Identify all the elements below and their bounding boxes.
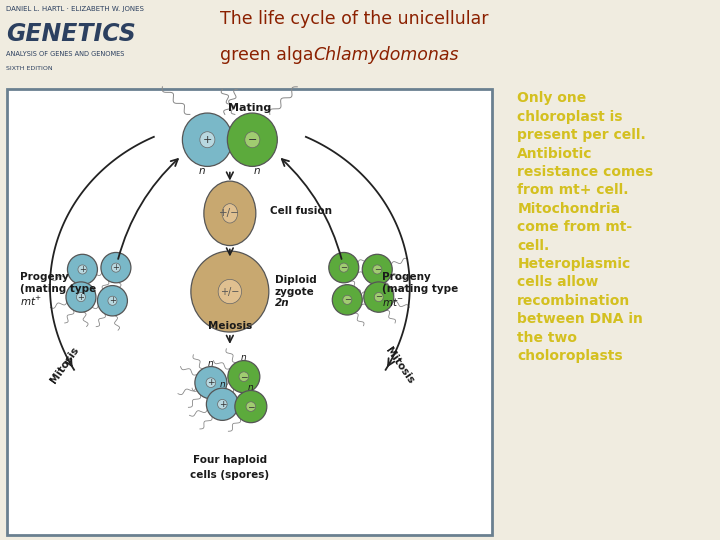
Text: Progeny: Progeny <box>382 272 431 282</box>
Text: Only one
chloroplast is
present per cell.
Antibiotic
resistance comes
from mt+ c: Only one chloroplast is present per cell… <box>517 91 654 363</box>
Ellipse shape <box>200 132 215 148</box>
Ellipse shape <box>329 252 359 283</box>
Text: −: − <box>341 263 347 272</box>
Ellipse shape <box>206 378 216 388</box>
Text: n: n <box>241 353 247 362</box>
Text: +: + <box>112 263 120 272</box>
Ellipse shape <box>245 132 260 148</box>
Text: Cell fusion: Cell fusion <box>270 206 332 216</box>
FancyBboxPatch shape <box>7 89 492 535</box>
Text: +/−: +/− <box>220 208 240 218</box>
Text: The life cycle of the unicellular: The life cycle of the unicellular <box>220 10 488 28</box>
Ellipse shape <box>68 254 97 285</box>
Text: +: + <box>219 400 226 409</box>
Ellipse shape <box>207 388 238 420</box>
Text: +/−: +/− <box>220 287 240 296</box>
Text: n: n <box>248 383 253 391</box>
Text: Diploid: Diploid <box>275 275 317 285</box>
Ellipse shape <box>218 279 241 303</box>
Ellipse shape <box>239 372 248 381</box>
Ellipse shape <box>66 282 96 312</box>
Ellipse shape <box>333 285 362 315</box>
Text: Progeny: Progeny <box>20 272 68 282</box>
Ellipse shape <box>97 286 127 316</box>
Text: +: + <box>78 293 84 301</box>
Ellipse shape <box>182 113 233 166</box>
Ellipse shape <box>78 265 87 274</box>
Text: n: n <box>254 166 261 176</box>
Ellipse shape <box>101 252 131 283</box>
Text: 2n: 2n <box>275 298 289 308</box>
Ellipse shape <box>374 293 383 302</box>
Text: −: − <box>248 135 257 145</box>
Text: Mitosis: Mitosis <box>49 345 81 386</box>
Text: +: + <box>79 265 86 274</box>
Text: +: + <box>202 135 212 145</box>
Text: (mating type: (mating type <box>382 284 459 294</box>
Ellipse shape <box>246 402 256 411</box>
Text: $mt^{+}$: $mt^{+}$ <box>20 295 42 308</box>
Text: green alga: green alga <box>220 46 319 64</box>
Text: DANIEL L. HARTL · ELIZABETH W. JONES: DANIEL L. HARTL · ELIZABETH W. JONES <box>6 5 143 11</box>
Text: Four haploid: Four haploid <box>193 455 267 465</box>
Ellipse shape <box>228 113 277 166</box>
Ellipse shape <box>362 254 392 285</box>
Ellipse shape <box>112 263 120 272</box>
Text: $mt^{-}$: $mt^{-}$ <box>382 296 405 308</box>
Text: −: − <box>343 295 351 305</box>
Ellipse shape <box>191 251 269 332</box>
Ellipse shape <box>364 282 394 312</box>
Ellipse shape <box>228 361 260 393</box>
Text: Mitosis: Mitosis <box>384 345 416 386</box>
Ellipse shape <box>373 265 382 274</box>
Text: Chlamydomonas: Chlamydomonas <box>313 46 459 64</box>
Text: ANALYSIS OF GENES AND GENOMES: ANALYSIS OF GENES AND GENOMES <box>6 51 124 57</box>
Ellipse shape <box>235 390 267 423</box>
Ellipse shape <box>339 263 348 272</box>
Text: GENETICS: GENETICS <box>6 22 135 46</box>
Ellipse shape <box>108 296 117 305</box>
Ellipse shape <box>217 400 227 409</box>
Text: (mating type: (mating type <box>20 284 96 294</box>
Text: −: − <box>375 293 382 301</box>
Text: Meiosis: Meiosis <box>208 321 252 330</box>
Ellipse shape <box>195 367 227 399</box>
Text: n: n <box>220 381 225 389</box>
Text: −: − <box>240 372 248 381</box>
Text: +: + <box>109 296 116 305</box>
Text: n: n <box>199 166 206 176</box>
Ellipse shape <box>204 181 256 246</box>
Text: cells (spores): cells (spores) <box>190 470 269 480</box>
Text: n: n <box>208 359 214 368</box>
Text: SIXTH EDITION: SIXTH EDITION <box>6 65 53 71</box>
Text: −: − <box>247 402 255 411</box>
Text: zygote: zygote <box>275 287 315 296</box>
Ellipse shape <box>222 204 238 223</box>
Text: Mating: Mating <box>228 103 271 113</box>
Text: −: − <box>374 265 381 274</box>
Ellipse shape <box>76 293 86 302</box>
Ellipse shape <box>343 295 352 305</box>
Text: +: + <box>207 378 215 387</box>
